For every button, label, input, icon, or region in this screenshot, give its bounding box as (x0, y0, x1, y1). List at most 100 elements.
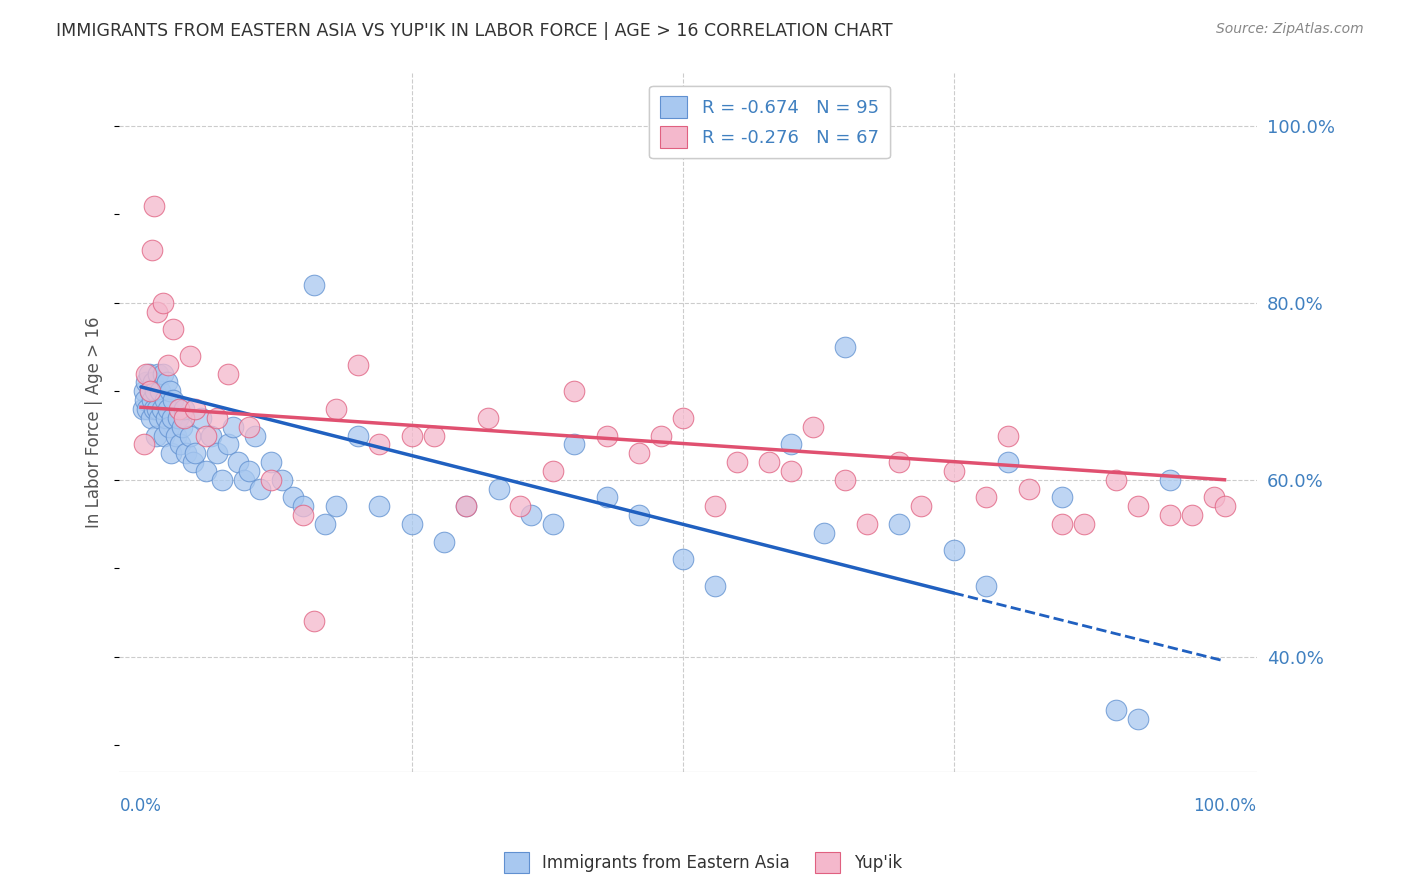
Point (176, 446, 198, 460)
Point (134, 437, 156, 451)
Point (148, 410, 170, 425)
Point (314, 516, 336, 531)
Point (401, 428, 423, 442)
Point (146, 304, 169, 318)
Point (152, 296, 174, 310)
Point (325, 500, 347, 514)
Point (142, 199, 165, 213)
Point (672, 410, 695, 425)
Point (232, 473, 254, 487)
Point (346, 428, 368, 442)
Point (243, 428, 266, 442)
Point (194, 464, 217, 478)
Point (1105, 473, 1128, 487)
Point (217, 367, 239, 381)
Point (159, 384, 181, 399)
Point (1159, 508, 1181, 522)
Point (801, 419, 824, 434)
Point (132, 402, 155, 417)
Legend: R = -0.674   N = 95, R = -0.276   N = 67: R = -0.674 N = 95, R = -0.276 N = 67 (650, 86, 890, 159)
Point (628, 508, 651, 522)
Point (238, 464, 260, 478)
Point (260, 473, 283, 487)
Point (249, 482, 271, 496)
Point (136, 402, 159, 417)
Point (1073, 516, 1095, 531)
Point (179, 428, 201, 442)
Point (270, 473, 292, 487)
Point (1105, 703, 1128, 717)
Point (1202, 491, 1225, 505)
Point (541, 464, 564, 478)
Point (422, 428, 444, 442)
Point (813, 525, 835, 540)
Point (942, 543, 965, 558)
Point (541, 516, 564, 531)
Point (142, 402, 165, 417)
Point (184, 446, 207, 460)
Point (160, 446, 183, 460)
Text: IMMIGRANTS FROM EASTERN ASIA VS YUP'IK IN LABOR FORCE | AGE > 16 CORRELATION CHA: IMMIGRANTS FROM EASTERN ASIA VS YUP'IK I… (56, 22, 893, 40)
Point (596, 428, 619, 442)
Point (889, 455, 911, 469)
Point (368, 500, 391, 514)
Point (162, 322, 184, 336)
Point (780, 464, 803, 478)
Point (135, 376, 157, 390)
Point (155, 410, 177, 425)
Point (1126, 500, 1149, 514)
Point (304, 278, 326, 293)
Point (997, 428, 1019, 442)
Point (834, 473, 856, 487)
Point (488, 482, 510, 496)
Point (222, 419, 245, 434)
Point (152, 367, 174, 381)
Point (165, 428, 187, 442)
Point (477, 410, 499, 425)
Point (148, 367, 170, 381)
Point (856, 516, 879, 531)
Point (346, 358, 368, 372)
Point (596, 491, 619, 505)
Point (134, 393, 156, 408)
Point (758, 455, 780, 469)
Point (780, 437, 803, 451)
Point (1050, 516, 1073, 531)
Point (152, 428, 174, 442)
Text: Source: ZipAtlas.com: Source: ZipAtlas.com (1216, 22, 1364, 37)
Point (292, 508, 315, 522)
Point (281, 491, 304, 505)
Point (974, 491, 997, 505)
Point (910, 500, 932, 514)
Point (156, 376, 179, 390)
Point (628, 446, 651, 460)
Point (157, 402, 180, 417)
Point (834, 340, 856, 354)
Point (942, 464, 965, 478)
Point (141, 243, 163, 257)
Point (1018, 482, 1040, 496)
Point (433, 534, 456, 549)
Point (167, 402, 190, 417)
Point (153, 393, 176, 408)
Point (173, 410, 195, 425)
Point (650, 428, 672, 442)
Point (672, 552, 695, 566)
Point (211, 473, 233, 487)
Point (725, 455, 748, 469)
Point (509, 500, 531, 514)
Point (142, 376, 165, 390)
Point (194, 428, 217, 442)
Point (141, 393, 163, 408)
Point (974, 579, 997, 593)
Point (184, 402, 207, 417)
Point (135, 367, 157, 381)
Point (179, 349, 201, 363)
Point (1181, 508, 1204, 522)
Point (172, 419, 194, 434)
Point (1159, 473, 1181, 487)
Point (997, 455, 1019, 469)
Point (217, 437, 239, 451)
Point (149, 384, 172, 399)
Point (520, 508, 543, 522)
